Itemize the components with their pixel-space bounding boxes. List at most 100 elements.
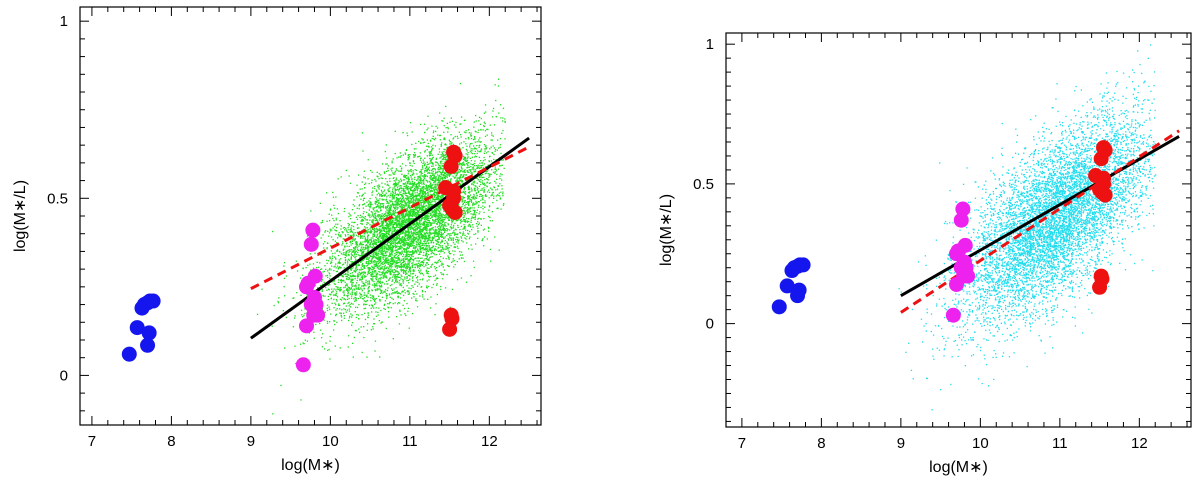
cloud-point [345,259,347,261]
cloud-point [352,236,355,238]
cloud-point [346,283,348,285]
cloud-point [339,287,342,289]
cloud-point [361,276,364,278]
cloud-point [488,206,491,208]
cloud-point [392,217,394,219]
cloud-point [405,251,407,253]
cloud-point [435,214,437,216]
cloud-point [440,228,442,230]
cloud-point [375,201,378,203]
cloud-point [407,244,409,246]
cloud-point [340,236,342,238]
cloud-point [422,274,425,276]
cloud-point [398,221,400,223]
cloud-point [355,234,358,236]
cloud-point [379,198,381,200]
cloud-point [441,241,443,243]
cloud-point [413,151,416,154]
cloud-point [420,223,423,225]
cloud-point [465,153,467,155]
cloud-point [365,275,367,277]
cloud-point [376,209,378,211]
cloud-point [300,294,302,296]
cloud-point [391,252,393,254]
cloud-point [375,254,378,257]
cloud-point [395,280,397,282]
cloud-point [366,299,369,302]
cloud-point [435,161,437,163]
cloud-point [383,304,385,306]
cloud-point [410,231,412,234]
cloud-point [348,301,350,303]
cloud-point [377,265,379,267]
cloud-point [416,260,418,262]
cloud-point [343,226,346,229]
cloud-point [365,295,368,298]
cloud-point [424,233,426,236]
cloud-point [399,232,402,234]
cloud-point [409,241,411,243]
cloud-point [357,297,360,300]
cloud-point [401,246,403,249]
cloud-point [360,269,362,271]
cloud-point [351,278,353,280]
cloud-point [410,207,412,209]
cloud-point [411,173,414,176]
cloud-point [462,228,464,230]
cloud-point [394,192,396,194]
cloud-point [435,192,438,194]
cloud-point [348,305,350,307]
cloud-point [392,193,394,195]
cloud-point [377,216,380,218]
cloud-point [485,194,487,196]
cloud-point [474,150,476,152]
cloud-point [453,259,455,262]
cloud-point [414,202,416,204]
cloud-point [400,200,402,202]
cloud-point [445,225,447,227]
cloud-point [371,221,373,223]
cloud-point [366,238,369,240]
cloud-point [491,220,494,222]
cloud-point [403,238,406,241]
cloud-point [442,120,444,122]
cloud-point [407,214,409,216]
cloud-point [431,200,433,202]
cloud-point [380,309,382,312]
cloud-point [391,261,393,263]
cloud-point [353,251,355,253]
cloud-point [430,266,432,268]
cloud-point [443,131,445,133]
cloud-point [439,195,441,198]
cloud-point [362,243,364,246]
cloud-point [447,233,449,235]
cloud-point [358,227,360,229]
cloud-point [348,317,351,319]
cloud-point [390,207,392,209]
cloud-point [365,261,368,263]
cloud-point [430,275,432,278]
cloud-point [399,156,401,158]
cloud-point [444,161,446,163]
cloud-point [355,293,357,295]
cloud-point [474,155,477,157]
cloud-point [450,234,452,236]
cloud-point [406,132,408,134]
cloud-point [389,241,391,243]
cloud-point [349,303,351,306]
cloud-point [459,231,461,234]
cloud-point [462,147,464,149]
cloud-point [355,258,357,261]
cloud-point [438,151,441,153]
cloud-point [433,167,435,170]
cloud-point [468,138,470,140]
cloud-point [388,294,390,296]
cloud-point [444,214,446,216]
cloud-point [394,185,397,187]
cloud-point [368,270,371,272]
cloud-point [390,168,392,170]
cloud-point [412,241,414,243]
cloud-point [385,199,387,201]
cloud-point [472,213,474,215]
cloud-point [389,224,392,226]
